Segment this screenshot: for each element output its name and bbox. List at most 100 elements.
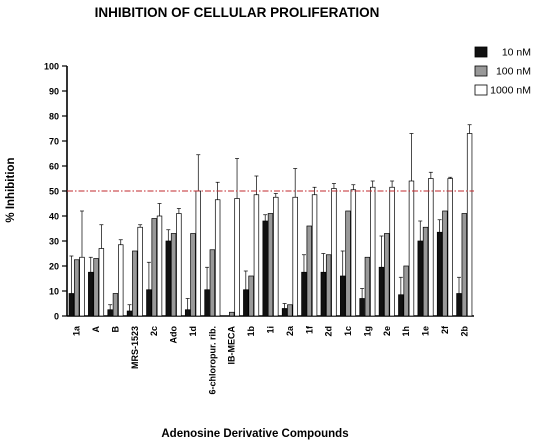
y-tick-label: 100 <box>44 62 59 72</box>
bar <box>214 199 221 317</box>
legend-label: 1000 nM <box>490 85 531 97</box>
legend: 10 nM 100 nM 1000 nM <box>474 46 531 97</box>
bar <box>466 133 473 317</box>
category-label: 2a <box>285 325 295 336</box>
category-label: 2d <box>324 326 334 337</box>
y-tick-label: 60 <box>49 162 59 172</box>
bar <box>248 275 254 317</box>
bar <box>325 254 332 317</box>
bar <box>229 311 235 317</box>
bar <box>204 289 210 317</box>
bar <box>345 210 351 317</box>
bar <box>287 304 293 317</box>
category-label: IB-MECA <box>227 326 237 365</box>
category-label: 1c <box>343 326 353 336</box>
bar <box>112 293 119 317</box>
legend-label: 10 nM <box>502 47 531 59</box>
bar <box>190 233 196 317</box>
category-label: 1f <box>304 325 314 334</box>
bar <box>93 258 99 317</box>
bar <box>281 308 288 317</box>
bar <box>243 289 249 317</box>
bar <box>88 271 94 317</box>
legend-swatch <box>474 84 488 96</box>
y-tick-label: 70 <box>49 137 59 147</box>
bar <box>398 294 404 317</box>
bar <box>156 215 163 317</box>
bar <box>170 233 177 317</box>
bar <box>340 275 346 317</box>
legend-swatch <box>474 46 488 58</box>
bar <box>403 265 409 317</box>
bar <box>306 225 312 317</box>
bar <box>364 256 371 317</box>
bar <box>422 226 429 317</box>
bar <box>253 194 260 317</box>
category-label: Ado <box>169 326 179 344</box>
bar <box>384 233 390 317</box>
category-label: 2c <box>149 326 159 336</box>
y-axis-label: % Inhibition <box>5 157 17 222</box>
bar <box>68 293 75 317</box>
category-label: 2e <box>382 326 392 336</box>
bar <box>417 240 423 317</box>
bar <box>132 250 138 317</box>
y-tick-label: 30 <box>49 237 59 247</box>
bar <box>176 213 182 317</box>
bar <box>378 266 385 317</box>
bar <box>209 249 216 317</box>
bar <box>389 186 395 317</box>
bar <box>370 186 376 317</box>
bar <box>428 178 434 317</box>
bar <box>262 220 268 317</box>
legend-label: 100 nM <box>496 66 531 78</box>
category-label: 1a <box>72 325 82 336</box>
bar <box>98 248 105 317</box>
bar <box>442 210 448 317</box>
category-label: A <box>91 326 101 333</box>
bar <box>107 309 113 317</box>
legend-swatch <box>474 65 488 77</box>
bar <box>146 289 152 317</box>
bar <box>137 226 143 317</box>
bar <box>195 190 201 317</box>
bar <box>184 309 191 317</box>
bar <box>436 231 443 317</box>
bar <box>151 218 157 317</box>
category-label: 2f <box>440 325 450 334</box>
category-label: 1i <box>266 326 276 334</box>
y-tick-label: 90 <box>49 87 59 97</box>
bar <box>165 240 171 317</box>
category-label: 1b <box>246 326 256 337</box>
bar <box>456 293 462 317</box>
category-label: 1d <box>188 326 198 337</box>
bar <box>79 256 85 317</box>
bar <box>408 180 415 317</box>
category-label: 1g <box>362 326 372 337</box>
bar <box>126 310 133 317</box>
bar <box>73 259 80 317</box>
bar <box>273 196 279 317</box>
category-label: 1e <box>421 326 431 336</box>
bar <box>301 271 307 317</box>
bar <box>350 189 357 317</box>
plot-area: 0 10 20 30 40 50 60 70 80 90 100 1a A B MRS-1523 2c Ado 1… <box>44 62 474 395</box>
category-label: 1h <box>401 326 411 337</box>
y-tick-label: 10 <box>49 287 59 297</box>
y-tick-label: 0 <box>54 312 59 322</box>
bar <box>267 213 274 317</box>
y-tick-label: 80 <box>49 112 59 122</box>
bar <box>234 198 240 317</box>
bar <box>331 188 337 317</box>
y-tick-label: 20 <box>49 262 59 272</box>
x-axis-label: Adenosine Derivative Compounds <box>161 428 348 440</box>
category-label: MRS-1523 <box>130 326 140 369</box>
category-label: B <box>110 326 120 333</box>
y-tick-label: 50 <box>49 187 59 197</box>
category-label: 6-chloropur. rib. <box>207 326 217 395</box>
bar <box>320 271 327 317</box>
bar <box>292 196 298 317</box>
bar <box>311 194 318 317</box>
bar <box>359 298 365 317</box>
